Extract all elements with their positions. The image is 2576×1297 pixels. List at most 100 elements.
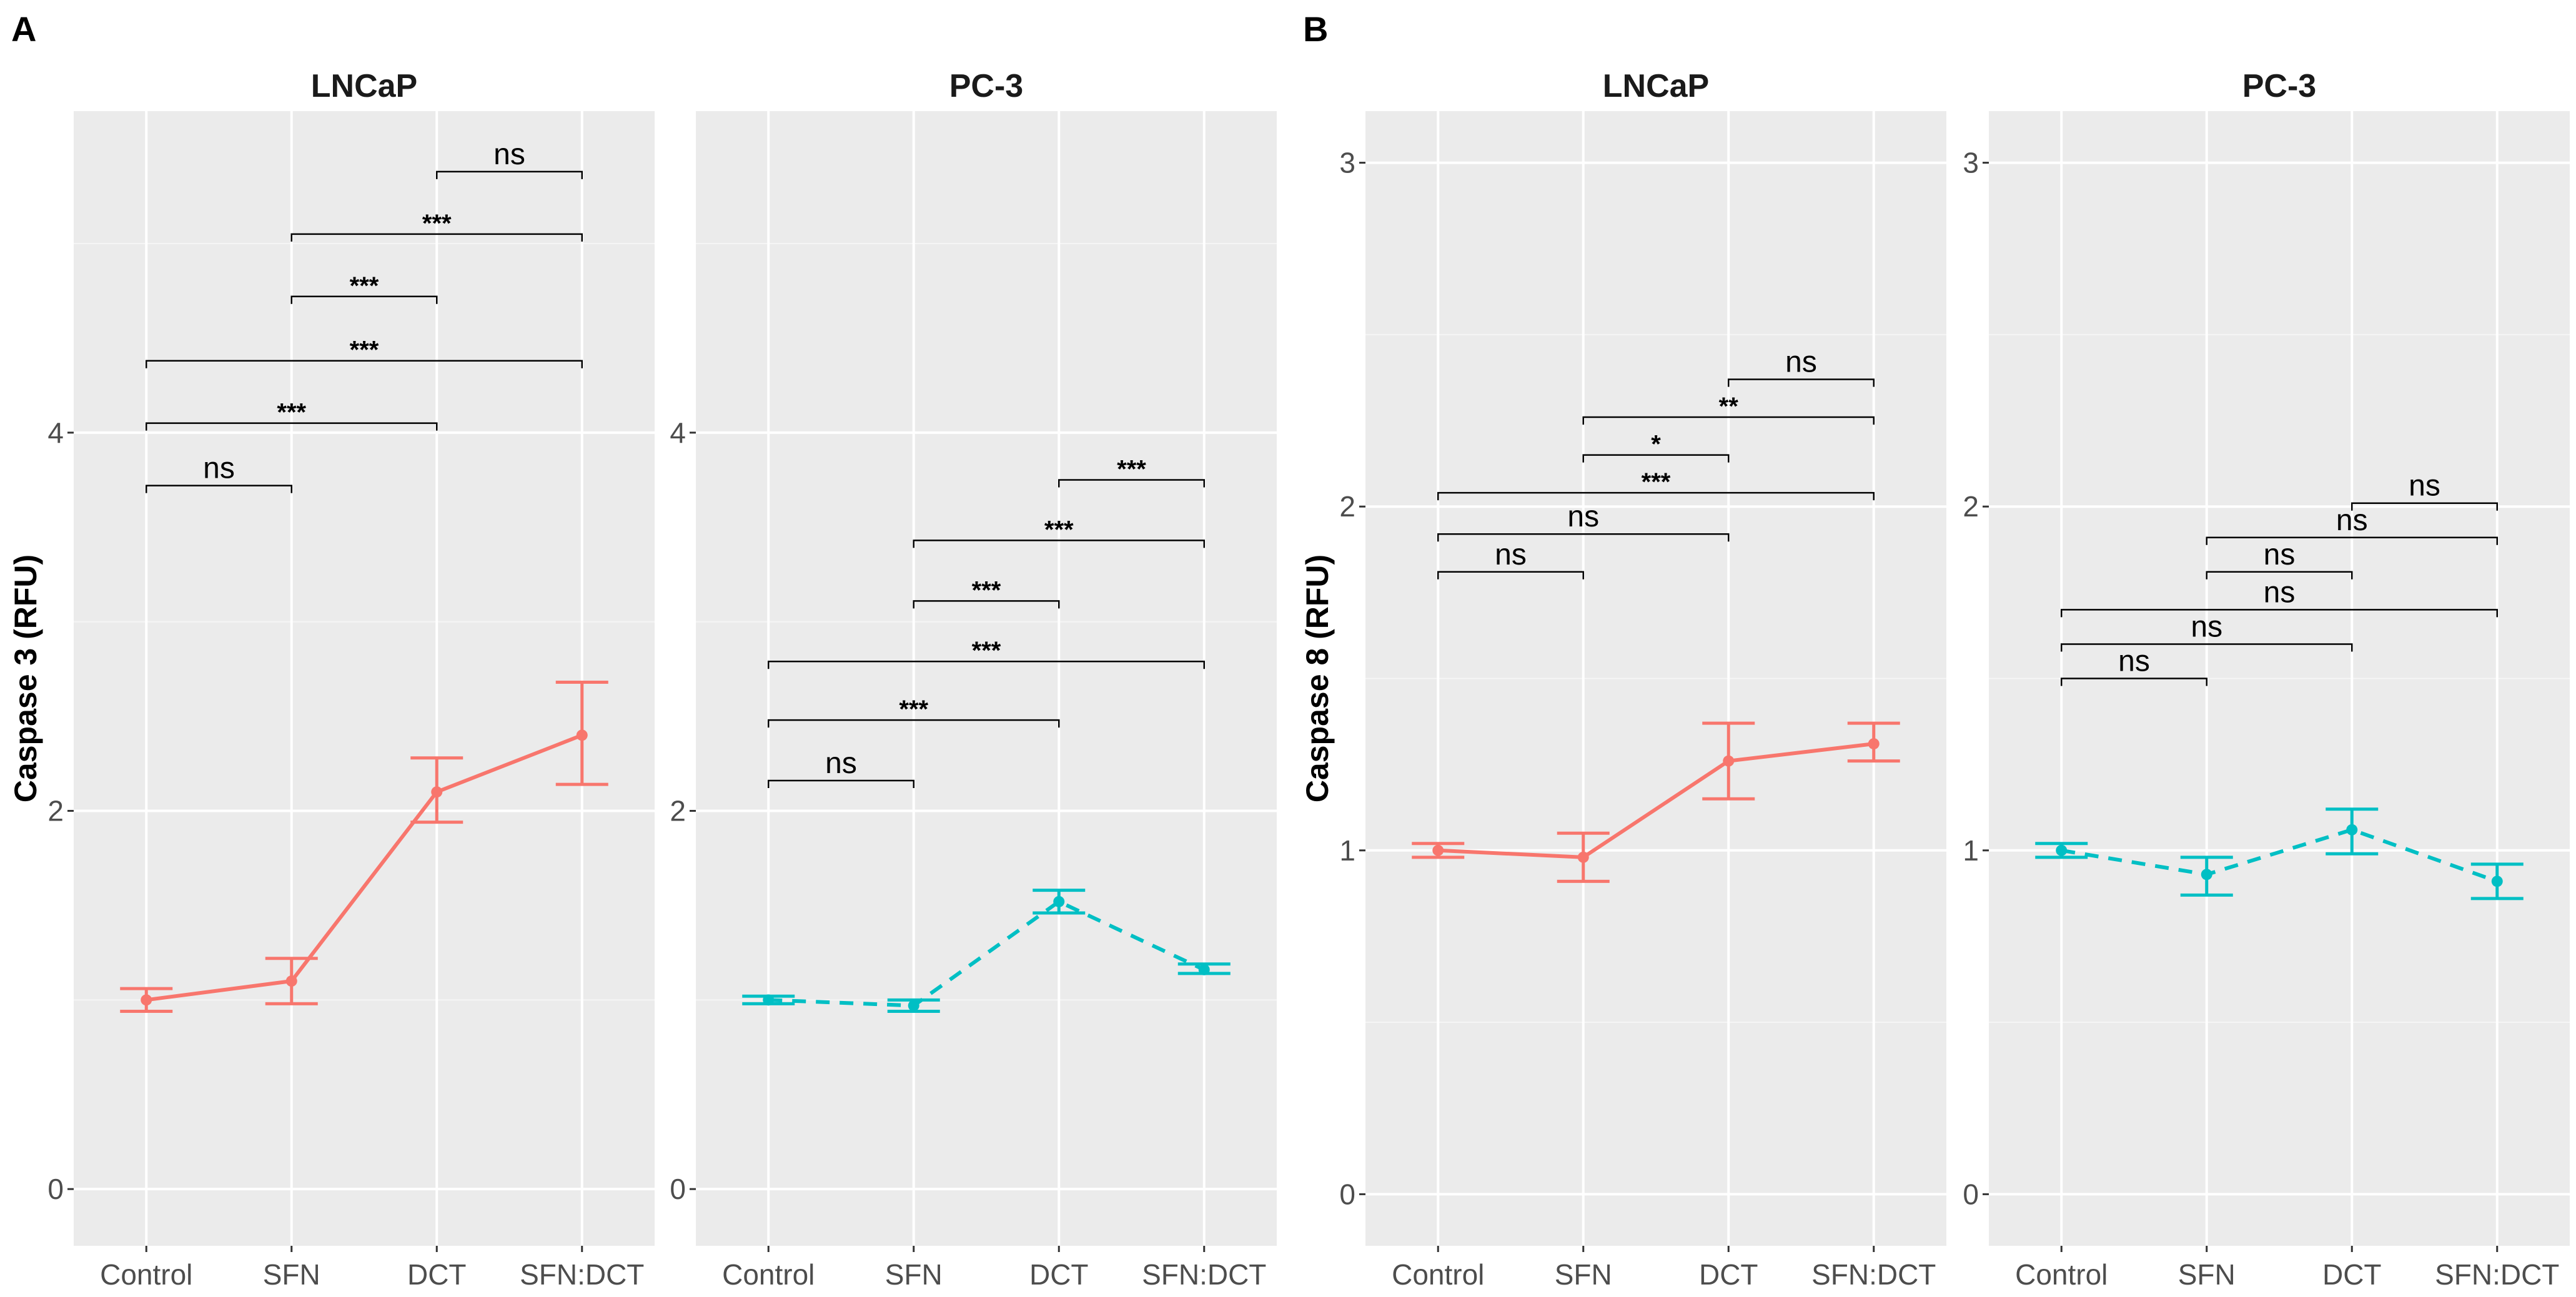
significance-bracket: ** — [1582, 393, 1875, 425]
significance-bracket: * — [1582, 431, 1730, 463]
significance-bracket: *** — [913, 516, 1205, 548]
data-point — [1198, 964, 1210, 975]
facet-title: PC-3 — [2242, 68, 2316, 104]
significance-label: * — [1651, 431, 1661, 458]
x-tick-label: SFN — [263, 1258, 320, 1291]
bracket-line — [290, 295, 438, 304]
x-tick-label: Control — [100, 1258, 192, 1291]
significance-bracket: ns — [2061, 645, 2207, 686]
significance-bracket: ns — [1728, 345, 1875, 387]
significance-label: *** — [277, 399, 306, 427]
data-point — [1053, 895, 1065, 907]
significance-bracket: *** — [290, 210, 583, 242]
series-line — [146, 733, 583, 1002]
significance-bracket: ns — [436, 138, 583, 179]
significance-label: ns — [2264, 576, 2296, 609]
significance-bracket: ns — [146, 452, 292, 493]
data-point — [1723, 755, 1735, 767]
facet-title: PC-3 — [949, 68, 1023, 104]
significance-label: *** — [1642, 468, 1671, 496]
y-axis-title: Caspase 3 (RFU) — [8, 555, 43, 802]
facet-lncap: LNCaP 0 2 4 Control SFN DCT SFN:DCT ns *** *** *** *… — [47, 68, 655, 1291]
y-tick-label: 0 — [1963, 1178, 1979, 1210]
significance-bracket: *** — [768, 637, 1205, 669]
y-tick-label: 0 — [670, 1173, 686, 1205]
x-tick-label: SFN:DCT — [1811, 1258, 1936, 1291]
data-point — [1432, 844, 1444, 856]
significance-bracket: ns — [1437, 538, 1584, 579]
series-line — [2061, 827, 2498, 884]
y-tick-label: 2 — [1963, 490, 1979, 523]
y-tick-label: 3 — [1963, 147, 1979, 179]
significance-label: *** — [972, 637, 1001, 664]
significance-label: ns — [2118, 645, 2150, 678]
bracket-line — [1437, 571, 1584, 579]
significance-label: ns — [2409, 470, 2440, 503]
bracket-line — [436, 170, 583, 179]
y-tick-label: 4 — [670, 417, 686, 449]
significance-bracket: ns — [768, 747, 914, 789]
series-line — [768, 899, 1206, 1008]
significance-bracket: ns — [1437, 500, 1730, 542]
significance-label: ns — [493, 138, 525, 171]
x-tick-label: Control — [1392, 1258, 1484, 1291]
x-tick-label: Control — [2015, 1258, 2108, 1291]
bracket-line — [290, 233, 583, 242]
significance-label: ** — [1719, 393, 1739, 420]
y-tick-label: 2 — [670, 794, 686, 827]
bracket-line — [146, 485, 292, 493]
series-line — [1438, 742, 1875, 859]
significance-label: *** — [1117, 456, 1146, 483]
y-tick-label: 2 — [47, 794, 64, 827]
x-tick-label: Control — [722, 1258, 815, 1291]
x-tick-label: DCT — [2322, 1258, 2382, 1291]
x-tick-label: SFN:DCT — [520, 1258, 644, 1291]
bracket-line — [1728, 378, 1875, 387]
significance-bracket: *** — [146, 399, 438, 431]
bracket-line — [1582, 416, 1875, 425]
significance-label: ns — [1785, 345, 1817, 378]
bracket-line — [2061, 643, 2353, 652]
data-point — [1868, 738, 1880, 750]
data-point — [576, 729, 588, 741]
y-tick-label: 0 — [1339, 1178, 1355, 1210]
significance-label: ns — [2191, 610, 2222, 643]
bracket-line — [146, 360, 583, 368]
x-tick-label: DCT — [1029, 1258, 1089, 1291]
bracket-line — [2206, 571, 2353, 579]
data-point — [2056, 844, 2068, 856]
significance-bracket: ns — [2351, 470, 2498, 511]
data-point — [2491, 875, 2503, 887]
bracket-line — [1058, 479, 1205, 488]
x-tick-label: SFN — [1555, 1258, 1612, 1291]
data-point — [431, 786, 443, 798]
data-point — [285, 975, 297, 987]
y-axis-title: Caspase 8 (RFU) — [1300, 555, 1335, 802]
significance-bracket: ns — [2061, 576, 2498, 618]
significance-bracket: ns — [2206, 538, 2353, 579]
data-point — [908, 1000, 919, 1012]
significance-label: *** — [899, 696, 928, 723]
significance-bracket: *** — [1058, 456, 1205, 488]
significance-label: *** — [350, 337, 379, 364]
significance-bracket: *** — [1437, 468, 1875, 501]
significance-label: *** — [972, 576, 1001, 604]
significance-label: ns — [1567, 500, 1599, 533]
x-tick-label: DCT — [407, 1258, 467, 1291]
data-point — [1577, 851, 1589, 863]
data-point — [2201, 869, 2212, 880]
y-tick-label: 3 — [1339, 147, 1355, 179]
y-tick-label: 1 — [1963, 834, 1979, 867]
x-tick-label: SFN — [2178, 1258, 2236, 1291]
data-point — [141, 994, 152, 1006]
facet-title: LNCaP — [311, 68, 417, 104]
bracket-line — [2061, 609, 2498, 618]
significance-label: ns — [203, 452, 235, 485]
bracket-line — [2351, 502, 2498, 511]
panel-letter-b: B — [1303, 9, 1328, 49]
bracket-line — [913, 540, 1205, 548]
y-tick-label: 0 — [47, 1173, 64, 1205]
x-tick-label: SFN:DCT — [2435, 1258, 2559, 1291]
